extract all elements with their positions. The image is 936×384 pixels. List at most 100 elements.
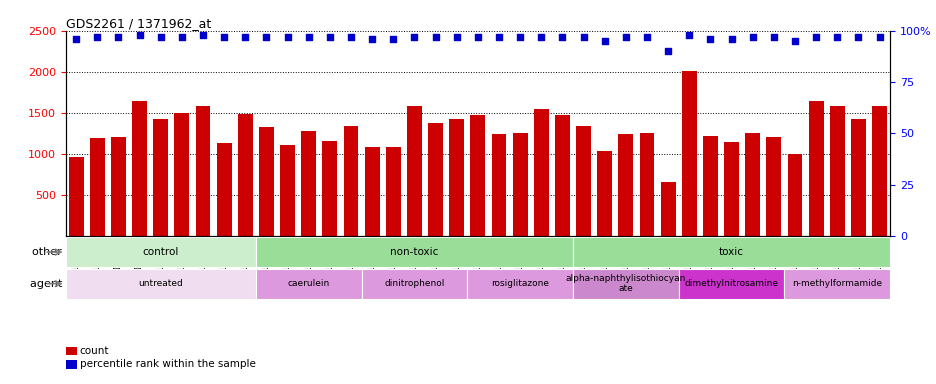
- Bar: [428, 123, 443, 236]
- Text: dimethylnitrosamine: dimethylnitrosamine: [684, 279, 778, 288]
- Point: [681, 32, 696, 38]
- Point: [470, 34, 485, 40]
- Point: [406, 34, 421, 40]
- Point: [766, 34, 781, 40]
- Bar: [491, 134, 505, 236]
- Bar: [111, 137, 125, 236]
- Bar: [596, 151, 611, 236]
- Point: [216, 34, 231, 40]
- Bar: [573, 237, 889, 267]
- Bar: [783, 268, 889, 299]
- Bar: [364, 147, 379, 236]
- Point: [534, 34, 548, 40]
- Point: [322, 34, 337, 40]
- Bar: [449, 119, 463, 236]
- Bar: [850, 119, 865, 236]
- Text: count: count: [80, 346, 109, 356]
- Bar: [216, 142, 231, 236]
- Point: [850, 34, 865, 40]
- Bar: [174, 113, 189, 236]
- Text: n-methylformamide: n-methylformamide: [791, 279, 882, 288]
- Bar: [724, 142, 739, 236]
- Point: [110, 34, 125, 40]
- Bar: [808, 101, 823, 236]
- Point: [618, 34, 633, 40]
- Bar: [361, 268, 467, 299]
- Bar: [258, 127, 273, 236]
- Point: [154, 34, 168, 40]
- Text: percentile rank within the sample: percentile rank within the sample: [80, 359, 256, 369]
- Bar: [154, 119, 168, 236]
- Bar: [744, 134, 759, 236]
- Text: dinitrophenol: dinitrophenol: [384, 279, 445, 288]
- Bar: [256, 268, 361, 299]
- Point: [702, 36, 717, 42]
- Bar: [787, 154, 801, 236]
- Point: [90, 34, 105, 40]
- Bar: [301, 131, 315, 236]
- Point: [512, 34, 527, 40]
- Bar: [344, 126, 358, 236]
- Bar: [766, 137, 781, 236]
- Text: toxic: toxic: [718, 247, 743, 257]
- Bar: [470, 116, 485, 236]
- Text: agent: agent: [30, 279, 66, 289]
- Bar: [256, 237, 573, 267]
- Bar: [386, 147, 401, 236]
- Bar: [871, 106, 886, 236]
- Point: [196, 32, 211, 38]
- Point: [744, 34, 759, 40]
- Bar: [238, 114, 253, 236]
- Point: [174, 34, 189, 40]
- Bar: [68, 157, 83, 236]
- Point: [660, 48, 675, 55]
- Text: alpha-naphthylisothiocyan
ate: alpha-naphthylisothiocyan ate: [565, 274, 685, 293]
- Point: [132, 32, 147, 38]
- Point: [364, 36, 379, 42]
- Bar: [829, 106, 843, 236]
- Text: control: control: [142, 247, 179, 257]
- Point: [344, 34, 358, 40]
- Text: rosiglitazone: rosiglitazone: [490, 279, 548, 288]
- Point: [68, 36, 83, 42]
- Point: [386, 36, 401, 42]
- Point: [829, 34, 844, 40]
- Point: [596, 38, 611, 44]
- Text: other: other: [33, 247, 66, 257]
- Bar: [573, 268, 678, 299]
- Text: caerulein: caerulein: [287, 279, 329, 288]
- Point: [258, 34, 273, 40]
- Text: non-toxic: non-toxic: [389, 247, 438, 257]
- Point: [724, 36, 739, 42]
- Text: GDS2261 / 1371962_at: GDS2261 / 1371962_at: [66, 17, 211, 30]
- Bar: [678, 268, 783, 299]
- Point: [639, 34, 654, 40]
- Bar: [702, 136, 717, 236]
- Bar: [280, 145, 295, 236]
- Point: [448, 34, 463, 40]
- Bar: [406, 106, 421, 236]
- Bar: [90, 137, 105, 236]
- Point: [300, 34, 315, 40]
- Point: [428, 34, 443, 40]
- Bar: [467, 268, 573, 299]
- Point: [786, 38, 801, 44]
- Point: [871, 34, 886, 40]
- Bar: [639, 134, 653, 236]
- Bar: [660, 182, 675, 236]
- Text: untreated: untreated: [139, 279, 183, 288]
- Point: [554, 34, 569, 40]
- Bar: [132, 101, 147, 236]
- Bar: [554, 114, 569, 236]
- Bar: [322, 141, 337, 236]
- Bar: [534, 109, 548, 236]
- Bar: [66, 268, 256, 299]
- Point: [576, 34, 591, 40]
- Point: [491, 34, 506, 40]
- Bar: [576, 126, 591, 236]
- Point: [808, 34, 823, 40]
- Bar: [66, 237, 256, 267]
- Point: [238, 34, 253, 40]
- Bar: [196, 106, 211, 236]
- Point: [280, 34, 295, 40]
